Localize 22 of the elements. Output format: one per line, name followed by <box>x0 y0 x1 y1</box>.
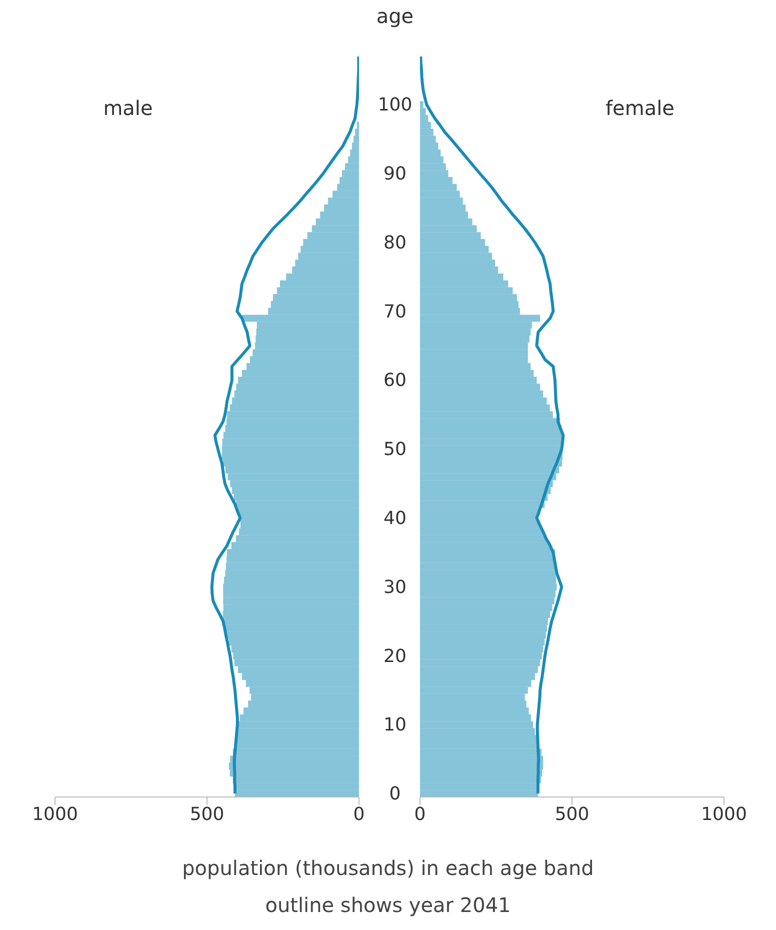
y-tick-label: 10 <box>384 714 406 736</box>
x-tick-label: 1000 <box>32 804 78 825</box>
y-tick-label: 30 <box>384 576 406 598</box>
text: female <box>604 96 676 120</box>
y-tick-label: 60 <box>384 370 406 392</box>
y-tick-label: 100 <box>378 94 412 116</box>
y-axis-title: age <box>375 4 415 28</box>
y-tick-label: 90 <box>384 164 406 185</box>
x-tick-label: 1000 <box>701 804 747 825</box>
x-axis-title: population (thousands) in each age band <box>181 856 595 880</box>
x-tick-label: 0 <box>353 804 365 825</box>
x-tick-label: 0 <box>414 804 426 825</box>
y-tick-label: 80 <box>384 232 406 254</box>
x-tick-label: 500 <box>554 804 590 825</box>
y-tick-label: 20 <box>384 646 406 667</box>
y-tick-label: 40 <box>384 508 406 529</box>
y-tick-label: 0 <box>389 784 401 805</box>
x-tick-label: 500 <box>190 804 224 825</box>
text: male <box>102 96 154 120</box>
text: outline shows year 2041 <box>264 893 512 917</box>
y-tick-label: 50 <box>384 439 406 460</box>
y-tick-label: 70 <box>384 301 406 322</box>
